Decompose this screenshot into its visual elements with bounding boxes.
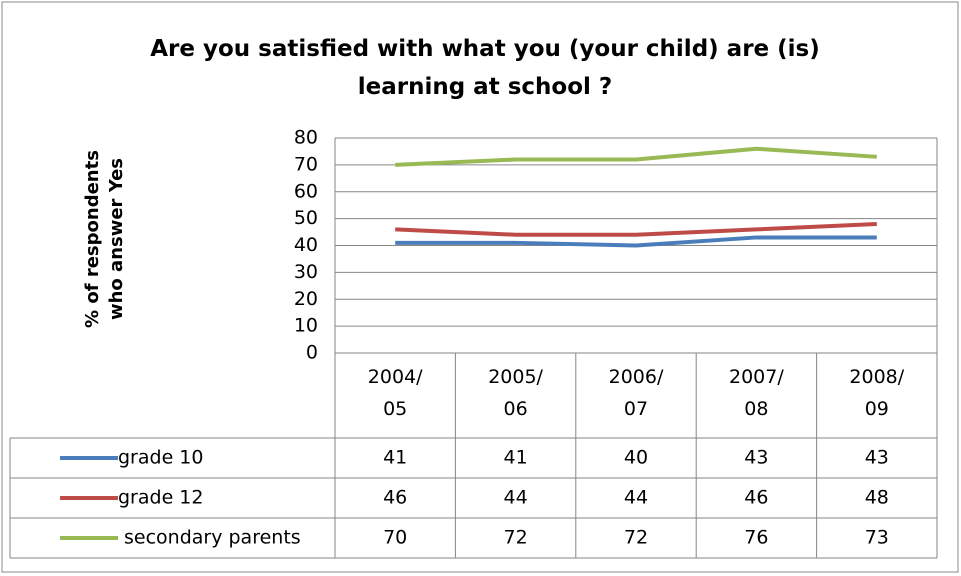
series-line [395,146,877,167]
y-tick-label: 80 [294,127,318,149]
table-value: 72 [504,527,528,549]
legend-label: grade 12 [118,487,203,509]
y-axis-label: % of respondents who answer Yes [82,150,127,328]
x-tick-label: 2008/09 [849,366,905,420]
legend-label: secondary parents [124,527,301,549]
table-value: 76 [744,527,768,549]
y-tick-label: 10 [294,315,318,337]
x-tick-label: 2007/08 [729,366,784,420]
x-tick-label: 2004/05 [367,366,423,420]
table-value: 46 [744,487,768,509]
series-line [395,235,877,248]
table-value: 44 [504,487,528,509]
chart-title: Are you satisfied with what you (your ch… [150,36,820,100]
y-tick-label: 70 [294,153,318,175]
table-value: 43 [744,447,768,469]
x-tick-label: 2006/07 [608,366,664,420]
y-tick-label: 0 [306,342,318,364]
series-line [395,222,877,237]
table-value: 41 [504,447,528,469]
table-value: 72 [624,527,648,549]
table-value: 40 [624,447,648,469]
table-value: 48 [865,487,889,509]
x-tick-label: 2005/06 [488,366,543,420]
y-tick-label: 50 [294,207,318,229]
y-tick-label: 30 [294,261,318,283]
y-tick-label: 40 [294,234,318,256]
y-tick-label: 20 [294,288,318,310]
table-value: 70 [383,527,407,549]
table-value: 46 [383,487,407,509]
table-value: 41 [383,447,407,469]
table-value: 43 [865,447,889,469]
table-value: 44 [624,487,648,509]
legend-label: grade 10 [118,447,203,469]
table-value: 73 [865,527,889,549]
y-tick-label: 60 [294,180,318,202]
